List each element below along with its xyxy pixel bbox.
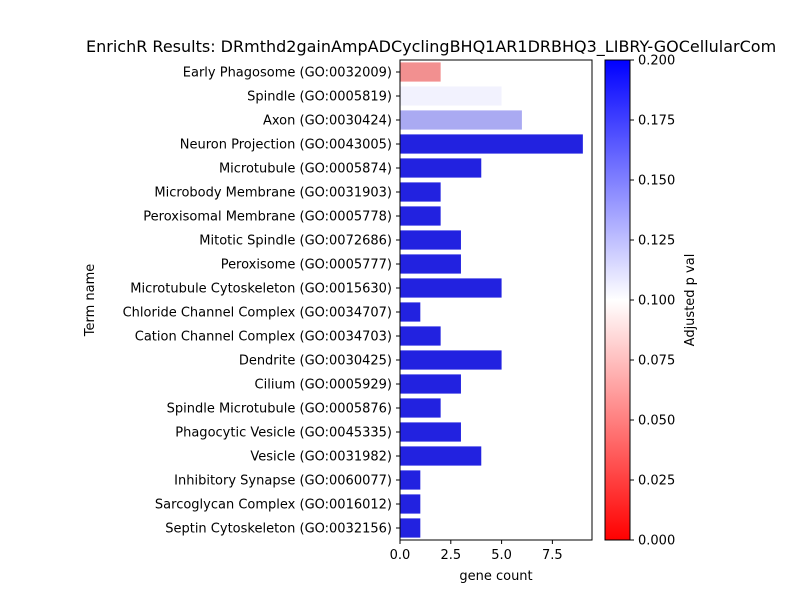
y-tick-label: Peroxisomal Membrane (GO:0005778) [143,210,392,225]
y-tick-label: Cilium (GO:0005929) [255,378,392,393]
x-tick-label: 2.5 [440,548,461,563]
y-tick-label: Spindle Microtubule (GO:0005876) [167,402,392,417]
colorbar-label: Adjusted p val [683,254,698,347]
bar [400,494,421,514]
bar [400,326,441,346]
chart-title: EnrichR Results: DRmthd2gainAmpADCycling… [86,37,776,57]
y-tick-label: Inhibitory Synapse (GO:0060077) [174,474,392,489]
y-tick-label: Phagocytic Vesicle (GO:0045335) [175,426,392,441]
y-tick-label: Spindle (GO:0005819) [247,90,392,105]
bar [400,110,522,130]
colorbar-tick-label: 0.025 [638,474,675,489]
colorbar-tick-label: 0.000 [638,534,675,549]
bars-group [400,62,583,538]
y-axis-title: Term name [83,264,98,338]
x-tick-label: 5.0 [491,548,512,563]
x-axis-title: gene count [459,569,532,584]
y-tick-label: Microbody Membrane (GO:0031903) [154,186,392,201]
plot-frame [399,59,593,541]
colorbar-tick-label: 0.125 [638,234,675,249]
bar [400,374,461,394]
bar [400,134,583,154]
bar [400,206,441,226]
bar [400,518,421,538]
colorbar-tick-label: 0.200 [638,54,675,69]
bar [400,278,502,298]
colorbar-tick-label: 0.150 [638,174,675,189]
bar [400,422,461,442]
x-tick-label: 7.5 [542,548,563,563]
y-tick-label: Early Phagosome (GO:0032009) [183,66,392,81]
bar [400,182,441,202]
bar [400,470,421,490]
y-tick-label: Microtubule (GO:0005874) [219,162,392,177]
bar [400,62,441,82]
colorbar-tick-label: 0.050 [638,414,675,429]
bar [400,350,502,370]
y-tick-label: Dendrite (GO:0030425) [239,354,392,369]
colorbar-ticks: 0.000 0.025 0.050 0.075 0.100 0.125 0.150 0.175… [630,54,675,549]
y-tick-label: Mitotic Spindle (GO:0072686) [199,234,392,249]
colorbar-tick-label: 0.175 [638,114,675,129]
y-tick-label: Microtubule Cytoskeleton (GO:0015630) [130,282,392,297]
y-tick-label: Peroxisome (GO:0005777) [221,258,392,273]
y-tick-label: Axon (GO:0030424) [263,114,392,129]
bar [400,398,441,418]
y-tick-label: Sarcoglycan Complex (GO:0016012) [155,498,392,513]
y-tick-labels: Early Phagosome (GO:0032009) Spindle (GO:… [123,66,400,537]
x-axis: 0.0 2.5 5.0 7.5 [390,540,563,563]
bar [400,86,502,106]
colorbar-tick-label: 0.100 [638,294,675,309]
y-tick-label: Septin Cytoskeleton (GO:0032156) [165,522,392,537]
colorbar [604,59,631,541]
x-tick-label: 0.0 [390,548,411,563]
bar [400,230,461,250]
y-tick-label: Neuron Projection (GO:0043005) [180,138,392,153]
bar [400,302,421,322]
y-tick-label: Cation Channel Complex (GO:0034703) [135,330,392,345]
y-tick-label: Vesicle (GO:0031982) [250,450,392,465]
y-tick-label: Chloride Channel Complex (GO:0034707) [123,306,392,321]
bar [400,158,482,178]
bar [400,254,461,274]
colorbar-tick-label: 0.075 [638,354,675,369]
bar [400,446,482,466]
